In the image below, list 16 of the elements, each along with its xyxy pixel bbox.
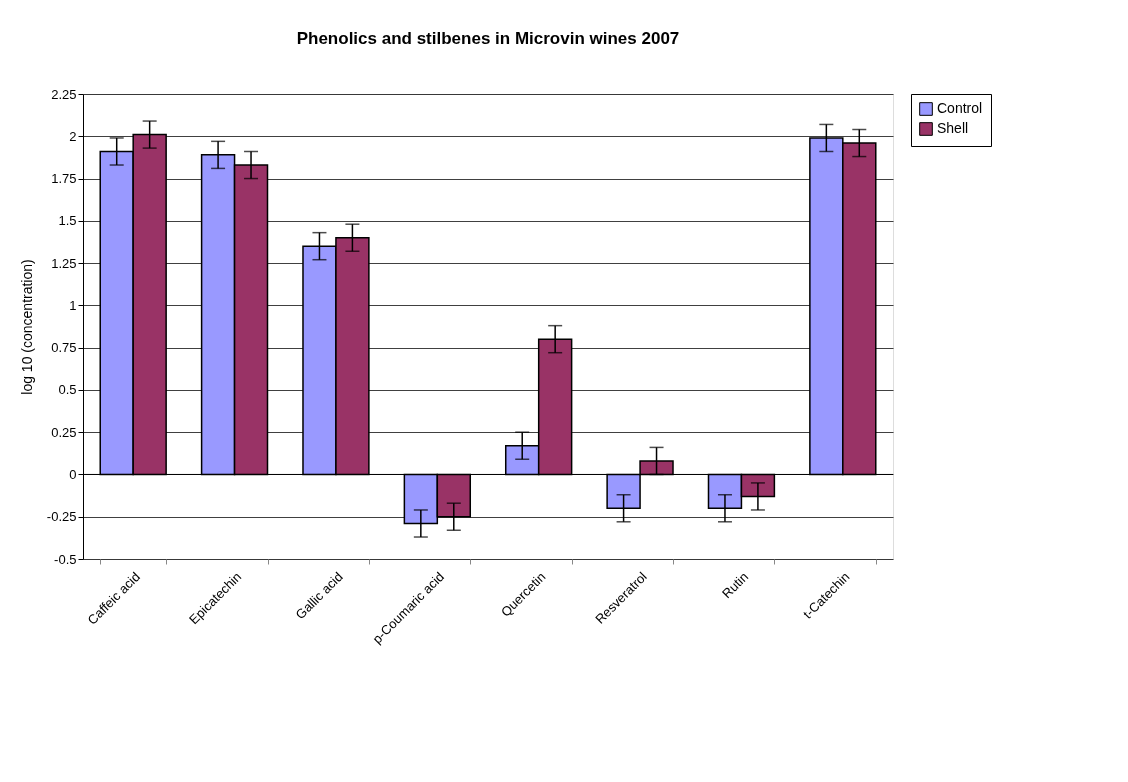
y-tick-label: 2.25 [51,86,77,102]
y-tick-label: 0.5 [58,382,77,398]
y-tick-label: 1 [69,297,77,313]
y-tick-label: 1.25 [51,255,77,271]
legend-label: Control [937,100,983,116]
y-tick-label: 0.75 [51,340,77,356]
legend-label: Shell [937,120,969,136]
y-tick-label: 0.25 [51,424,77,440]
y-tick-label: -0.25 [46,509,77,525]
y-tick-label: 1.75 [51,171,77,187]
chart-title: Phenolics and stilbenes in Microvin wines 2007 [296,29,680,48]
y-tick-label: -0.5 [54,551,77,567]
y-tick-label: 2 [69,128,77,144]
y-tick-label: 0 [69,466,77,482]
y-axis-title: log 10 (concentration) [18,259,35,395]
y-tick-label: 1.5 [58,213,77,229]
